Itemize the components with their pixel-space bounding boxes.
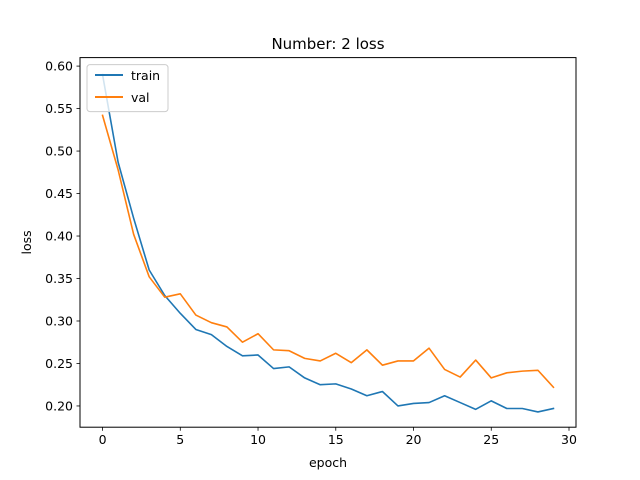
plot-area: 0 5 10 15 20 25 30 0.20 0.25 0.30 0.35 0.40 0.45 0.5… [45,57,577,447]
x-tick-label: 10 [250,432,266,447]
y-tick-label: 0.45 [45,186,73,201]
y-axis: 0.20 0.25 0.30 0.35 0.40 0.45 0.50 0.55 0.60 [45,59,80,413]
series-line-train [101,73,555,413]
y-tick-label: 0.20 [45,398,73,413]
x-tick-label: 15 [328,432,344,447]
y-tick-label: 0.60 [45,59,73,74]
y-axis-title: loss [19,230,34,254]
x-axis: 0 5 10 15 20 25 30 [99,427,577,447]
y-tick-label: 0.50 [45,144,73,159]
x-tick-label: 20 [406,432,422,447]
y-tick-label: 0.25 [45,356,73,371]
plot-frame [79,57,577,428]
y-tick-label: 0.30 [45,313,73,328]
series-line-val [101,114,555,389]
x-tick-label: 5 [176,432,184,447]
legend-box [86,64,169,113]
x-tick-label: 0 [99,432,107,447]
series-lines [101,73,555,413]
chart-title: Number: 2 loss [271,35,384,53]
x-tick-label: 25 [483,432,499,447]
x-axis-title: epoch [309,455,347,470]
x-tick-label: 30 [561,432,577,447]
legend-label-val: val [131,90,150,105]
y-tick-label: 0.35 [45,271,73,286]
legend-label-train: train [131,68,160,83]
legend: train val [86,64,169,113]
y-tick-label: 0.55 [45,101,73,116]
y-tick-label: 0.40 [45,229,73,244]
